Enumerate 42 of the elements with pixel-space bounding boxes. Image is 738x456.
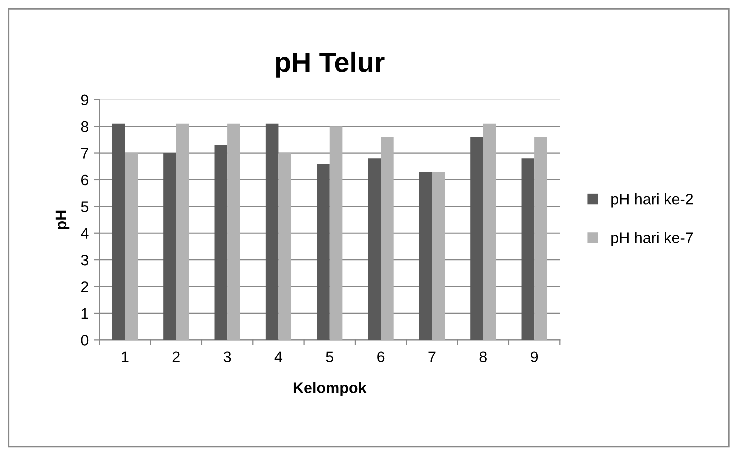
- bar: [278, 153, 292, 340]
- bar: [483, 124, 496, 340]
- y-tick-label: 6: [81, 174, 89, 186]
- x-axis-title: Kelompok: [294, 382, 367, 396]
- bar: [470, 137, 484, 340]
- bar: [534, 137, 548, 340]
- y-tick-label: 0: [81, 335, 89, 346]
- bar: [214, 145, 228, 340]
- x-tick-label: 8: [480, 352, 487, 363]
- bar: [164, 153, 176, 340]
- bar: [330, 126, 343, 340]
- bar: [381, 137, 394, 340]
- bar: [112, 124, 126, 340]
- y-tick-label: 2: [81, 282, 88, 292]
- bar: [317, 164, 330, 340]
- x-tick-label: 3: [224, 352, 232, 363]
- legend-label: pH hari ke-7: [612, 232, 694, 246]
- y-tick-label: 1: [82, 308, 88, 320]
- x-tick-label: 1: [122, 352, 129, 362]
- y-axis-title: pH: [56, 210, 70, 230]
- bar: [368, 158, 382, 340]
- y-tick-label: 4: [81, 228, 89, 239]
- bar: [176, 124, 190, 340]
- x-tick-label: 7: [428, 352, 436, 362]
- x-tick-label: 2: [172, 352, 180, 362]
- y-tick-label: 9: [81, 94, 88, 106]
- bar: [419, 172, 432, 340]
- x-tick-label: 9: [531, 352, 538, 363]
- chart-title: pH Telur: [276, 52, 385, 78]
- legend-label: pH hari ke-2: [612, 194, 694, 208]
- y-tick-label: 3: [81, 254, 89, 266]
- x-tick-label: 6: [378, 352, 385, 363]
- y-tick-label: 7: [82, 148, 88, 159]
- x-tick-label: 4: [274, 352, 283, 362]
- bar: [432, 172, 446, 340]
- bar: [522, 158, 535, 340]
- bar: [266, 124, 279, 340]
- y-tick-label: 8: [81, 121, 89, 132]
- x-tick-label: 5: [326, 352, 334, 363]
- bar: [228, 124, 240, 340]
- bar: [125, 153, 138, 340]
- y-tick-label: 5: [81, 202, 89, 212]
